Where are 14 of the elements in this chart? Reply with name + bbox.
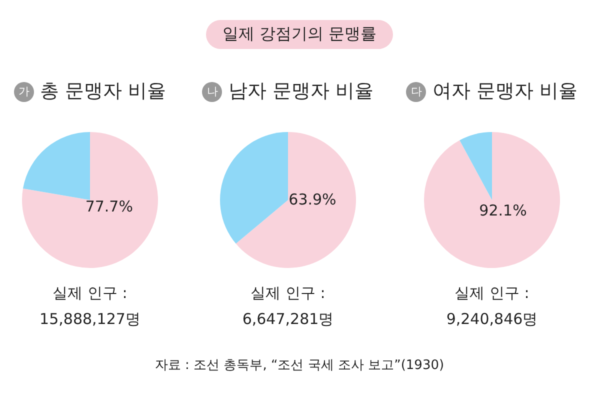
chart-title: 다 여자 문맹자 비율 (410, 79, 579, 104)
text: 실제 인구 : (250, 283, 326, 304)
chart-title: 가 총 문맹자 비율 (17, 79, 168, 104)
text: 일제 강점기의 문맹률 (206, 20, 393, 49)
text: 15,888,127명 (38, 309, 142, 330)
data-label: 92.1% (479, 202, 527, 220)
text: 실제 인구 : (454, 283, 530, 304)
text: 실제 인구 : (52, 283, 128, 304)
chart-title: 나 남자 문맹자 비율 (206, 79, 375, 104)
text: 자료 : 조선 총독부, “조선 국세 조사 보고”(1930) (154, 357, 446, 374)
text: 6,647,281명 (241, 309, 335, 330)
data-label: 77.7% (85, 197, 133, 216)
data-label: 63.9% (288, 190, 336, 209)
text: 9,240,846명 (445, 309, 539, 330)
